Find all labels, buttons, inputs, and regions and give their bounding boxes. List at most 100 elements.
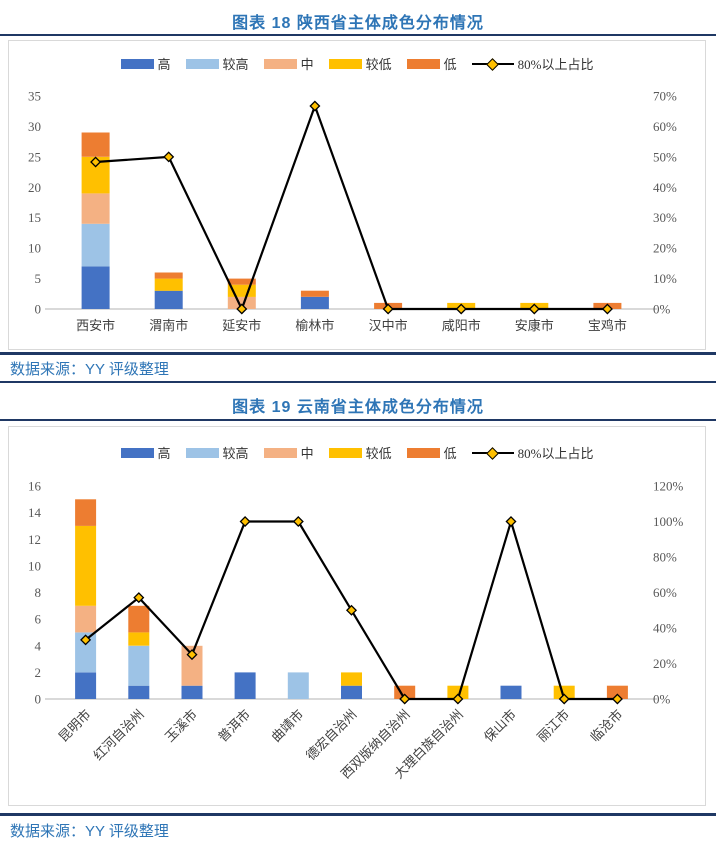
legend-item: 高	[120, 443, 171, 462]
right-axis-tick: 40%	[653, 621, 677, 636]
x-axis-label: 榆林市	[295, 318, 334, 333]
right-axis-tick: 30%	[653, 210, 677, 225]
left-axis-tick: 30	[28, 119, 41, 134]
left-axis-tick: 12	[28, 532, 41, 547]
trend-marker	[455, 303, 467, 315]
legend-swatch	[120, 447, 154, 458]
legend-swatch	[328, 58, 362, 69]
left-axis-tick: 6	[35, 612, 42, 627]
trend-marker	[452, 693, 464, 705]
divider	[0, 813, 716, 816]
bar-segment	[341, 685, 362, 699]
legend-label: 高	[157, 446, 171, 461]
chart-canvas-yunnan: 0 2 4 6 8 10 12 14 16 0% 20% 40% 60% 80% 100% 120% 昆明市 红河…	[8, 426, 706, 806]
right-axis-tick: 60%	[653, 585, 677, 600]
trend-marker	[239, 515, 251, 528]
right-axis-tick: 70%	[653, 89, 677, 104]
x-axis-label: 红河自治州	[90, 707, 147, 764]
legend-item: 中	[263, 54, 314, 73]
bar-segment	[300, 296, 329, 309]
chart-legend: 高 较高 中 较低 低 80%以上占比	[9, 443, 705, 462]
x-axis-label: 普洱市	[215, 707, 253, 745]
legend-item: 较低	[328, 54, 392, 73]
left-axis-tick: 5	[35, 271, 42, 286]
right-axis-tick: 120%	[653, 479, 684, 494]
bar-segment	[128, 685, 150, 699]
chart-plot: 0 5 10 15 20 25 30 35 0% 10% 20% 30% 40% 50% 60% 70% 西安市…	[9, 41, 705, 354]
bar-segment	[75, 672, 97, 699]
trend-marker	[186, 649, 198, 661]
legend-swatch	[263, 58, 297, 69]
legend-label: 高	[157, 57, 171, 72]
bar-segment	[227, 278, 256, 285]
bar-segment	[81, 193, 110, 224]
x-axis-label: 昆明市	[56, 707, 94, 745]
chart-canvas-shaanxi: 0 5 10 15 20 25 30 35 0% 10% 20% 30% 40% 50% 60% 70% 西安市…	[8, 40, 706, 350]
right-axis-tick: 20%	[653, 656, 677, 671]
legend-item: 低	[406, 54, 457, 73]
legend-swatch	[263, 447, 297, 458]
bar-segment	[81, 132, 110, 157]
combo-chart: 0 2 4 6 8 10 12 14 16 0% 20% 40% 60% 80% 100% 120% 昆明市红河…	[28, 479, 684, 782]
trend-marker	[528, 303, 540, 315]
x-axis-label: 保山市	[481, 707, 519, 745]
left-axis-tick: 16	[28, 479, 42, 494]
left-axis-tick: 8	[35, 585, 42, 600]
bar-segment	[181, 645, 203, 686]
combo-chart: 0 5 10 15 20 25 30 35 0% 10% 20% 30% 40% 50% 60% 70% 西安市…	[28, 89, 677, 334]
left-axis-tick: 0	[35, 692, 42, 707]
trend-marker	[90, 156, 102, 168]
bar-segment	[227, 296, 256, 309]
divider	[0, 419, 716, 421]
bar-segment	[287, 672, 309, 699]
legend-swatch	[185, 58, 219, 69]
legend-label: 80%以上占比	[517, 446, 594, 461]
legend-label: 低	[443, 57, 457, 72]
trend-marker	[80, 634, 92, 646]
trend-marker	[601, 303, 613, 315]
bar-segment	[553, 685, 575, 699]
trend-marker	[382, 303, 394, 315]
right-axis-tick: 20%	[653, 241, 677, 256]
bar-segment	[128, 632, 150, 646]
divider	[0, 352, 716, 355]
right-axis-tick: 10%	[653, 271, 677, 286]
legend-item-line: 80%以上占比	[471, 443, 594, 462]
bar-segment	[75, 499, 97, 526]
bar-segment	[234, 672, 256, 699]
divider	[0, 34, 716, 36]
legend-label: 较低	[365, 57, 392, 72]
legend-item: 高	[120, 54, 171, 73]
legend-label: 较高	[222, 57, 249, 72]
trend-marker	[133, 592, 145, 604]
left-axis-tick: 25	[28, 149, 41, 164]
legend-label: 中	[300, 446, 314, 461]
bar-segment	[128, 645, 150, 686]
legend-label: 低	[443, 446, 457, 461]
legend-label: 中	[300, 57, 314, 72]
right-axis-tick: 0%	[653, 302, 671, 317]
right-axis-tick: 0%	[653, 692, 671, 707]
x-axis-label: 曲靖市	[268, 707, 306, 745]
left-axis-tick: 35	[28, 89, 41, 104]
bar-segment	[606, 685, 628, 699]
right-axis-tick: 40%	[653, 180, 677, 195]
trend-marker	[611, 693, 623, 705]
legend-item: 中	[263, 443, 314, 462]
left-axis-tick: 10	[28, 241, 41, 256]
legend-item: 较高	[185, 443, 249, 462]
legend-item: 较低	[328, 443, 392, 462]
bar-segment	[154, 290, 183, 309]
bar-segment	[154, 278, 183, 291]
bar-segment	[75, 632, 97, 673]
line-sample-icon	[471, 57, 514, 71]
bar-segment	[447, 685, 469, 699]
trend-marker	[345, 604, 358, 616]
x-axis-label: 临沧市	[587, 707, 625, 745]
bar-segment	[75, 605, 97, 633]
trend-marker	[163, 151, 175, 163]
chart-legend: 高 较高 中 较低 低 80%以上占比	[9, 54, 705, 73]
bar-segment	[300, 290, 329, 297]
bar-segment	[128, 605, 150, 633]
